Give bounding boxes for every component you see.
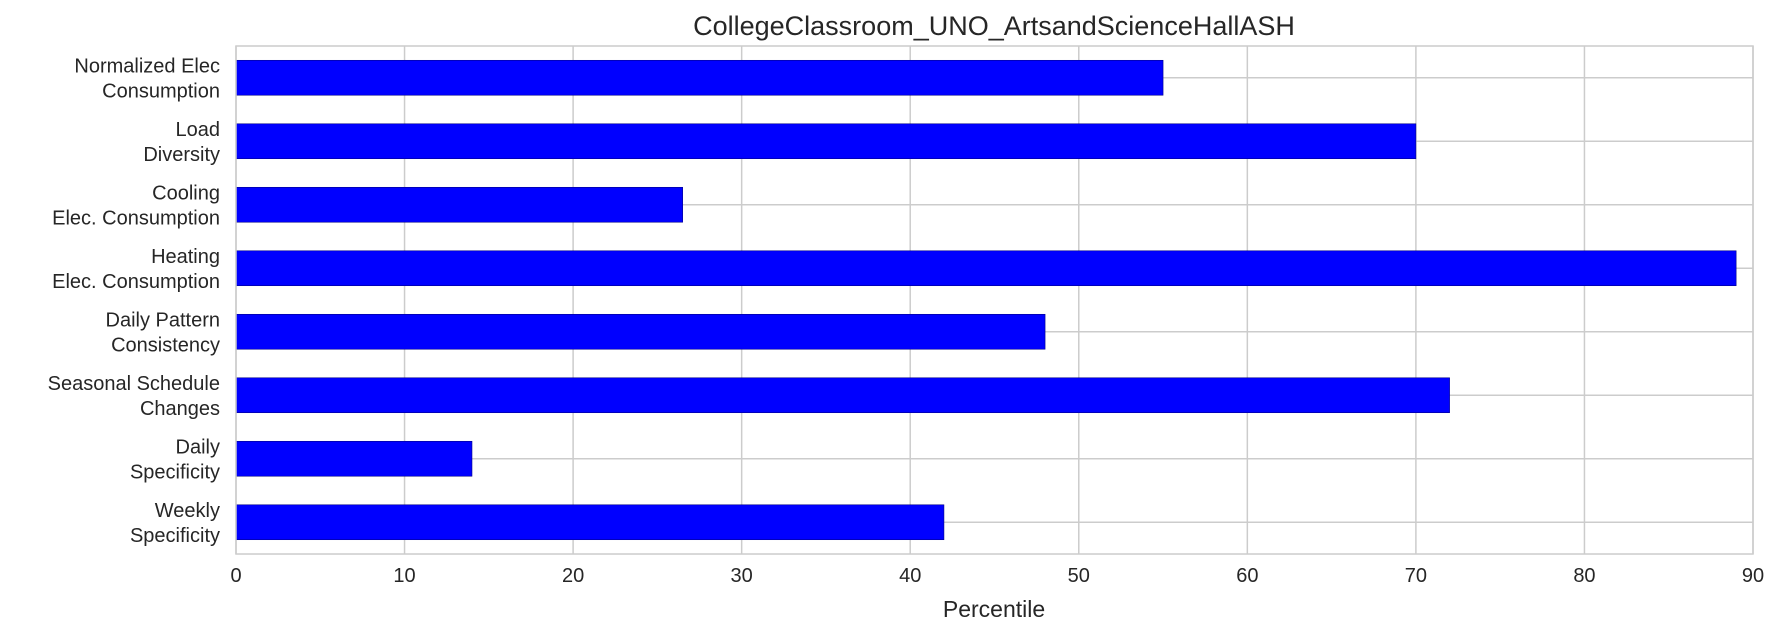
- bar: [235, 440, 473, 477]
- bar: [235, 250, 1737, 287]
- x-axis-label: Percentile: [943, 596, 1045, 622]
- category-label-line: Weekly: [155, 500, 220, 522]
- plot-frame: [235, 45, 1754, 555]
- x-tick-label: 10: [393, 565, 415, 587]
- x-tick-label: 70: [1405, 565, 1427, 587]
- x-tick-label: 0: [230, 565, 241, 587]
- bar: [235, 59, 1164, 96]
- x-tick-label: 60: [1236, 565, 1258, 587]
- category-label-line: Daily Pattern: [106, 309, 221, 331]
- bar: [235, 313, 1046, 350]
- category-label-line: Changes: [140, 398, 220, 420]
- category-label-line: Load: [176, 119, 221, 141]
- category-label-line: Heating: [151, 246, 220, 268]
- category-label-line: Consumption: [102, 80, 220, 102]
- category-label: Weekly Specificity: [130, 500, 220, 547]
- category-label-line: Elec. Consumption: [52, 207, 220, 229]
- category-label-line: Consistency: [111, 334, 220, 356]
- category-label-line: Specificity: [130, 461, 220, 483]
- x-tick-label: 20: [562, 565, 584, 587]
- chart-title: CollegeClassroom_UNO_ArtsandScienceHallA…: [693, 11, 1295, 41]
- category-label: Daily Pattern Consistency: [106, 309, 221, 356]
- category-label-line: Seasonal Schedule: [48, 373, 220, 395]
- bar: [235, 504, 945, 541]
- category-label-line: Daily: [176, 436, 220, 458]
- category-label-line: Normalized Elec: [74, 55, 220, 77]
- category-label: Daily Specificity: [130, 436, 220, 483]
- category-label-line: Specificity: [130, 525, 220, 547]
- category-label-line: Cooling: [152, 182, 220, 204]
- category-label-line: Elec. Consumption: [52, 271, 220, 293]
- x-tick-label: 90: [1742, 565, 1764, 587]
- x-tick-label: 40: [899, 565, 921, 587]
- bar: [235, 123, 1417, 160]
- x-tick-label: 50: [1068, 565, 1090, 587]
- x-tick-label: 80: [1573, 565, 1595, 587]
- category-label-line: Diversity: [143, 144, 220, 166]
- category-label: Normalized Elec Consumption: [74, 55, 220, 102]
- bar: [235, 377, 1450, 414]
- x-tick-labels: 0 10 20 30 40 50 60 70 80 90: [230, 565, 1764, 587]
- category-label: Heating Elec. Consumption: [52, 246, 220, 293]
- category-label: Seasonal Schedule Changes: [48, 373, 220, 420]
- bar: [235, 186, 683, 223]
- grid-lines: [235, 46, 1754, 554]
- category-label: Load Diversity: [143, 119, 220, 166]
- category-label: Cooling Elec. Consumption: [52, 182, 220, 229]
- bars-group: [235, 59, 1737, 541]
- x-tick-label: 30: [731, 565, 753, 587]
- category-labels: Normalized Elec Consumption Load Diversity C…: [48, 55, 220, 547]
